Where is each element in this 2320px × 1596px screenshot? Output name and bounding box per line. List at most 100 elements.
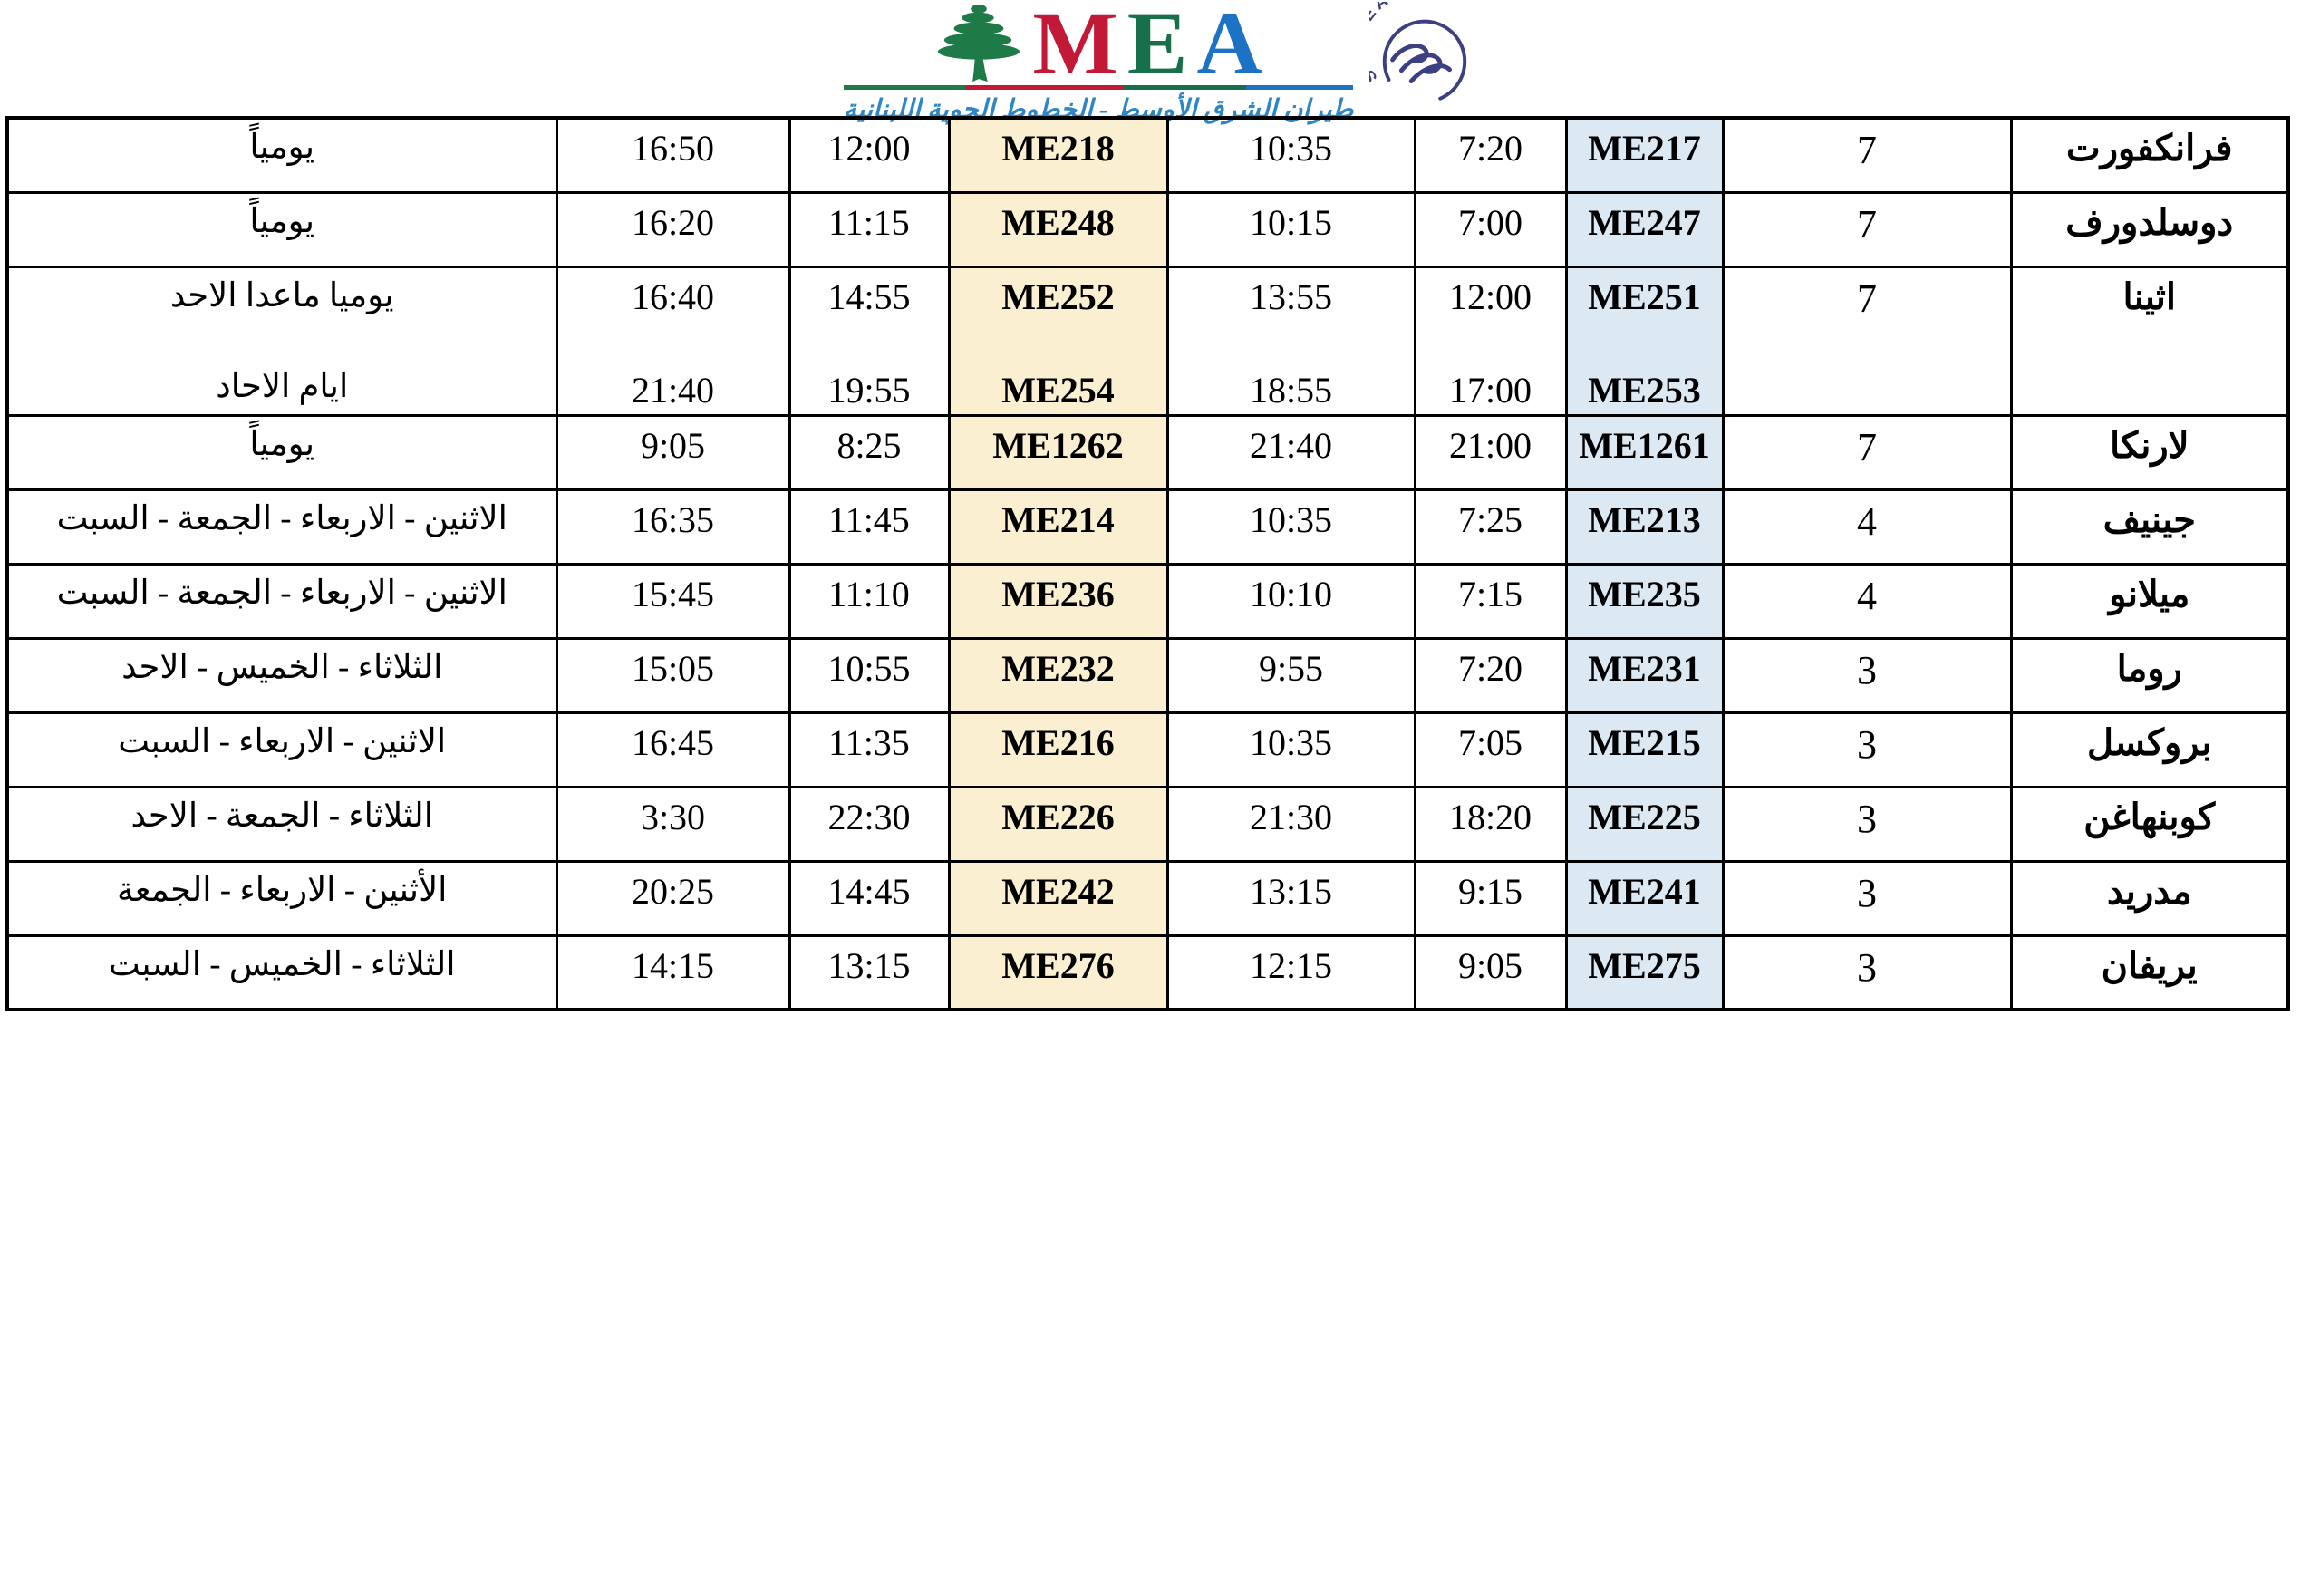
flight-timetable: يومياً 16:50 12:00 ME218 10:35 7:20 ME21… xyxy=(5,116,2290,1011)
outbound-flight-1: ME251 xyxy=(1588,276,1701,317)
return-arrival-cell: 9:05 xyxy=(555,413,791,491)
outbound-arrival-cell: 13:15 xyxy=(1165,859,1416,937)
return-departure-cell: 12:00 xyxy=(788,116,951,194)
return-departure-cell: 14:55 19:55 xyxy=(788,265,951,417)
days-cell: الثلاثاء - الخميس - الاحد xyxy=(5,636,558,714)
days-cell: يومياً xyxy=(5,116,558,194)
mea-brand-block: MEA طيران الشرق الأوسط - الخطوط الجوية ا… xyxy=(843,0,1354,125)
days-cell: يومياً xyxy=(5,413,558,491)
days-cell: الثلاثاء - الجمعة - الاحد xyxy=(5,785,558,863)
outbound-departure-cell: 7:05 xyxy=(1413,711,1568,788)
mea-letter-a: A xyxy=(1196,0,1271,93)
table-row-dusseldorf: يومياً 16:20 11:15 ME248 10:15 7:00 ME24… xyxy=(5,190,2290,268)
return-flight-cell: ME232 xyxy=(947,636,1169,714)
destination-cell: بروكسل xyxy=(2009,711,2290,788)
frequency-cell: 3 xyxy=(1721,785,2013,863)
return-flight-cell: ME218 xyxy=(947,116,1169,194)
outbound-flight-cell: ME241 xyxy=(1564,859,1725,937)
outbound-arrival-cell: 10:10 xyxy=(1165,562,1416,640)
table-row-milan: الاثنين - الاربعاء - الجمعة - السبت 15:4… xyxy=(5,562,2290,640)
header: MEA طيران الشرق الأوسط - الخطوط الجوية ا… xyxy=(0,0,2320,125)
outbound-arrival-cell: 13:55 18:55 xyxy=(1165,265,1416,417)
destination-cell: يريفان xyxy=(2009,933,2290,1011)
outbound-arrival-cell: 21:40 xyxy=(1165,413,1416,491)
cedar-tree-icon xyxy=(938,4,1020,82)
frequency-cell: 4 xyxy=(1721,562,2013,640)
outbound-departure-cell: 7:15 xyxy=(1413,562,1568,640)
outbound-departure-2: 17:00 xyxy=(1448,369,1532,411)
frequency-cell: 3 xyxy=(1721,711,2013,788)
destination-cell: دوسلدورف xyxy=(2009,190,2290,268)
return-arrival-cell: 16:45 xyxy=(555,711,791,788)
outbound-flight-cell: ME247 xyxy=(1564,190,1725,268)
logo-baseline-rule xyxy=(843,85,1354,90)
return-flight-cell: ME214 xyxy=(947,488,1169,566)
return-departure-1: 14:55 xyxy=(827,276,911,317)
outbound-arrival-cell: 10:35 xyxy=(1165,711,1416,788)
return-flight-cell: ME1262 xyxy=(947,413,1169,491)
table-row-yerevan: الثلاثاء - الخميس - السبت 14:15 13:15 ME… xyxy=(5,933,2290,1011)
days-cell: الاثنين - الاربعاء - السبت xyxy=(5,711,558,788)
frequency-cell: 3 xyxy=(1721,933,2013,1011)
days-cell: يوميا ماعدا الاحد ايام الاحاد xyxy=(5,265,558,417)
outbound-arrival-cell: 21:30 xyxy=(1165,785,1416,863)
outbound-flight-cell: ME275 xyxy=(1564,933,1725,1011)
return-arrival-cell: 20:25 xyxy=(555,859,791,937)
return-arrival-cell: 15:45 xyxy=(555,562,791,640)
table-row-copenhagen: الثلاثاء - الجمعة - الاحد 3:30 22:30 ME2… xyxy=(5,785,2290,863)
outbound-flight-cell: ME251 ME253 xyxy=(1564,265,1725,417)
destination-cell: كوبنهاغن xyxy=(2009,785,2290,863)
outbound-departure-cell: 9:05 xyxy=(1413,933,1568,1011)
outbound-arrival-2: 18:55 xyxy=(1249,369,1333,411)
outbound-arrival-cell: 10:15 xyxy=(1165,190,1416,268)
destination-cell: مدريد xyxy=(2009,859,2290,937)
outbound-arrival-1: 13:55 xyxy=(1249,276,1333,317)
outbound-departure-cell: 9:15 xyxy=(1413,859,1568,937)
destination-cell: ميلانو xyxy=(2009,562,2290,640)
outbound-flight-cell: ME231 xyxy=(1564,636,1725,714)
return-departure-cell: 11:10 xyxy=(788,562,951,640)
return-flight-cell: ME236 xyxy=(947,562,1169,640)
outbound-flight-cell: ME217 xyxy=(1564,116,1725,194)
outbound-flight-cell: ME225 xyxy=(1564,785,1725,863)
table-row-athens: يوميا ماعدا الاحد ايام الاحاد 16:40 21:4… xyxy=(5,265,2290,417)
return-departure-cell: 14:45 xyxy=(788,859,951,937)
mea-logo: MEA طيران الشرق الأوسط - الخطوط الجوية ا… xyxy=(843,0,1477,125)
return-flight-1: ME252 xyxy=(1001,276,1115,317)
days-cell: الثلاثاء - الخميس - السبت xyxy=(5,933,558,1011)
return-flight-cell: ME248 xyxy=(947,190,1169,268)
days-cell: الاثنين - الاربعاء - الجمعة - السبت xyxy=(5,562,558,640)
return-departure-cell: 22:30 xyxy=(788,785,951,863)
return-arrival-cell: 16:50 xyxy=(555,116,791,194)
frequency-cell: 7 xyxy=(1721,413,2013,491)
outbound-flight-cell: ME215 xyxy=(1564,711,1725,788)
return-arrival-cell: 16:20 xyxy=(555,190,791,268)
return-departure-cell: 11:35 xyxy=(788,711,951,788)
destination-cell: لارنكا xyxy=(2009,413,2290,491)
frequency-cell: 3 xyxy=(1721,636,2013,714)
table-row-frankfurt: يومياً 16:50 12:00 ME218 10:35 7:20 ME21… xyxy=(5,116,2290,194)
outbound-departure-cell: 7:25 xyxy=(1413,488,1568,566)
outbound-departure-cell: 7:20 xyxy=(1413,116,1568,194)
destination-cell: جينيف xyxy=(2009,488,2290,566)
days-line-2: ايام الاحاد xyxy=(216,367,349,405)
outbound-departure-cell: 18:20 xyxy=(1413,785,1568,863)
outbound-flight-cell: ME235 xyxy=(1564,562,1725,640)
rule-segment-blue xyxy=(1246,85,1354,90)
return-flight-cell: ME226 xyxy=(947,785,1169,863)
days-cell: يومياً xyxy=(5,190,558,268)
table-row-larnaca: يومياً 9:05 8:25 ME1262 21:40 21:00 ME12… xyxy=(5,413,2290,491)
return-departure-cell: 13:15 xyxy=(788,933,951,1011)
frequency-cell: 7 xyxy=(1721,190,2013,268)
table-row-rome: الثلاثاء - الخميس - الاحد 15:05 10:55 ME… xyxy=(5,636,2290,714)
rule-segment-green xyxy=(843,85,966,90)
outbound-flight-cell: ME1261 xyxy=(1564,413,1725,491)
rule-segment-green2 xyxy=(1124,85,1247,90)
outbound-arrival-cell: 12:15 xyxy=(1165,933,1416,1011)
outbound-departure-cell: 7:20 xyxy=(1413,636,1568,714)
outbound-arrival-cell: 10:35 xyxy=(1165,116,1416,194)
frequency-cell: 4 xyxy=(1721,488,2013,566)
outbound-flight-cell: ME213 xyxy=(1564,488,1725,566)
frequency-cell: 3 xyxy=(1721,859,2013,937)
